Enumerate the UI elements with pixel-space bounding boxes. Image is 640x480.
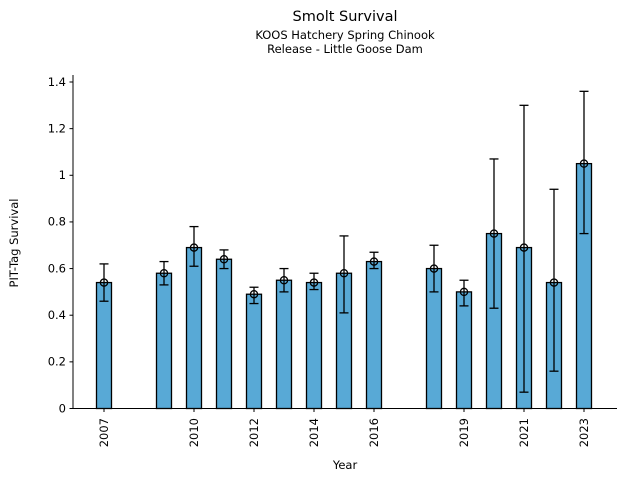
bar-2013	[275, 279, 293, 410]
x-tick-label-2010: 2010	[187, 418, 201, 447]
bar-2014	[305, 281, 323, 410]
y-tick-label-1: 1	[59, 168, 66, 182]
y-tick-label-1.2: 1.2	[48, 121, 66, 135]
point-marker-2014	[309, 278, 319, 287]
y-tick-label-0.6: 0.6	[48, 261, 66, 275]
point-marker-2012	[249, 289, 259, 299]
x-tick-label-2019: 2019	[457, 418, 471, 447]
title-block: Smolt Survival KOOS Hatchery Spring Chin…	[73, 9, 617, 56]
point-marker-2021	[519, 243, 529, 252]
x-tick-label-2007: 2007	[97, 418, 111, 447]
y-axis-label: PIT-Tag Survival	[7, 198, 21, 288]
chart-subtitle-line2: Release - Little Goose Dam	[267, 41, 423, 56]
y-tick-label-0.4: 0.4	[48, 308, 66, 322]
bar-2010	[185, 246, 203, 410]
point-marker-2016	[369, 257, 379, 266]
x-axis-label: Year	[332, 458, 358, 472]
chart-subtitle-line1: KOOS Hatchery Spring Chinook	[255, 27, 435, 42]
bar-2016	[365, 260, 383, 410]
y-tick-label-1.4: 1.4	[48, 75, 66, 89]
y-tick-label-0.8: 0.8	[48, 215, 66, 229]
point-marker-2010	[189, 243, 199, 252]
point-marker-2023	[579, 159, 589, 168]
x-tick-label-2023: 2023	[577, 418, 591, 447]
point-marker-2009	[159, 268, 169, 278]
bar-2012	[245, 293, 263, 410]
x-tick-label-2012: 2012	[247, 418, 261, 447]
point-marker-2018	[429, 264, 439, 273]
x-tick-label-2014: 2014	[307, 418, 321, 447]
y-tick-label-0: 0	[59, 401, 66, 415]
chart-title: Smolt Survival	[292, 9, 398, 25]
point-marker-2015	[339, 268, 349, 278]
y-tick-label-0.2: 0.2	[48, 355, 66, 369]
point-marker-2011	[219, 254, 229, 264]
point-marker-2020	[489, 229, 499, 238]
bar-2019	[455, 291, 473, 410]
x-tick-label-2021: 2021	[517, 418, 531, 447]
point-marker-2022	[549, 278, 559, 287]
bar-2009	[155, 272, 173, 410]
point-marker-2013	[279, 275, 289, 285]
point-marker-2019	[459, 287, 469, 297]
x-tick-label-2016: 2016	[367, 418, 381, 447]
point-marker-2007	[99, 278, 109, 287]
bar-2011	[215, 258, 233, 410]
